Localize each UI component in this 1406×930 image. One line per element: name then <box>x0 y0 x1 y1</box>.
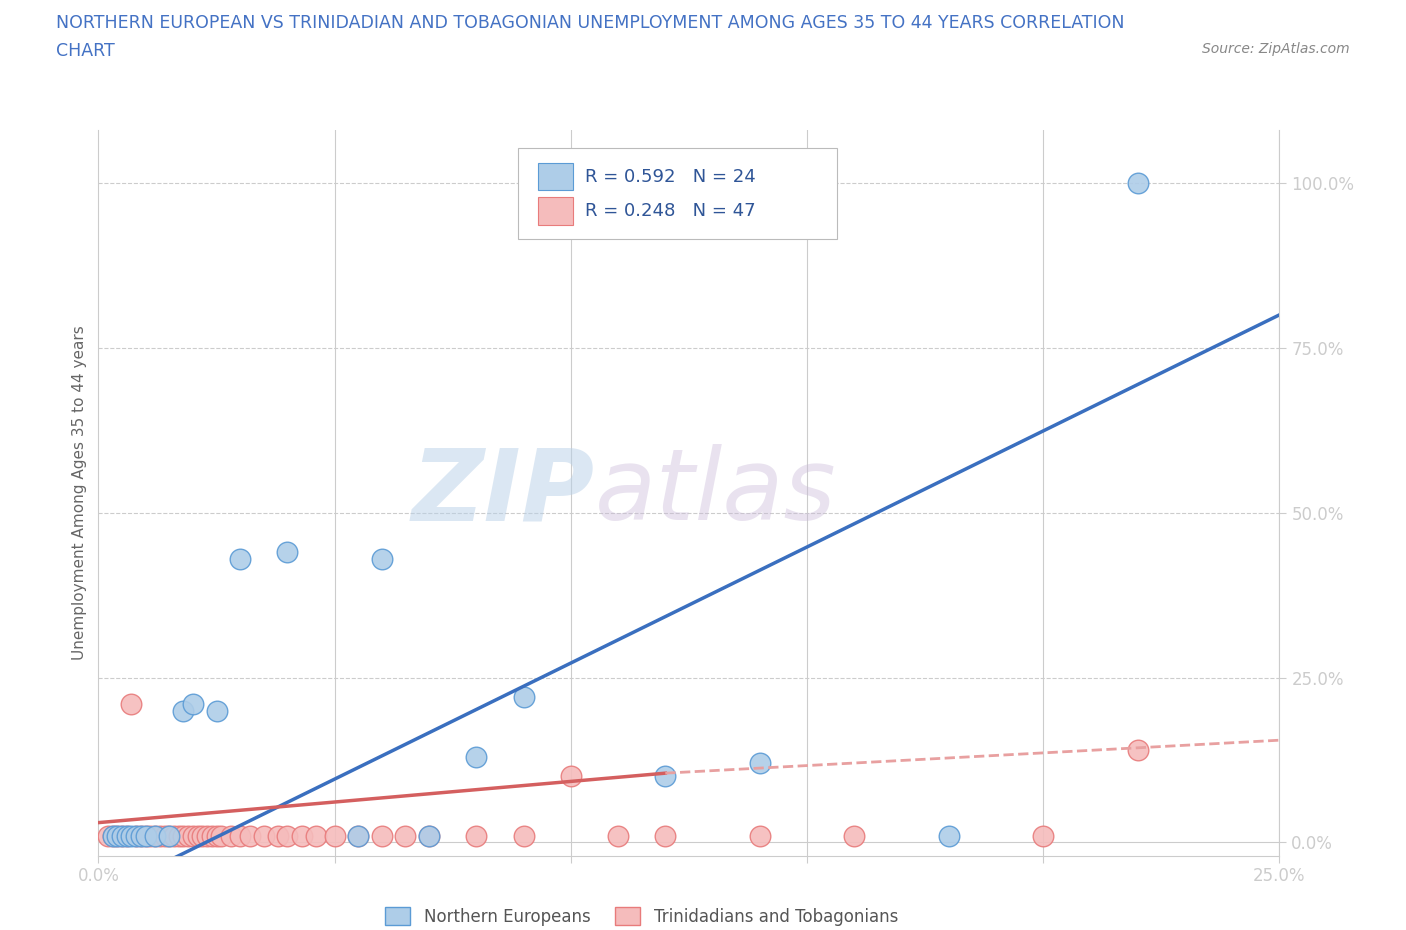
Point <box>1032 829 1054 844</box>
Point <box>139 829 162 844</box>
Point <box>276 545 298 560</box>
Point <box>844 829 866 844</box>
Point <box>347 829 370 844</box>
Point <box>163 829 186 844</box>
Point <box>253 829 276 844</box>
Text: R = 0.248   N = 47: R = 0.248 N = 47 <box>585 202 755 219</box>
Point <box>201 829 224 844</box>
Point <box>143 829 166 844</box>
Point <box>371 551 394 566</box>
Point <box>323 829 346 844</box>
Point <box>654 829 676 844</box>
Point <box>101 829 124 844</box>
Point <box>654 769 676 784</box>
Point <box>115 829 138 844</box>
Point <box>125 829 148 844</box>
Point <box>191 829 214 844</box>
Point <box>560 769 582 784</box>
Point <box>1126 743 1149 758</box>
Legend: Northern Europeans, Trinidadians and Tobagonians: Northern Europeans, Trinidadians and Tob… <box>385 908 898 925</box>
Point <box>121 829 143 844</box>
Point <box>129 829 152 844</box>
Point <box>115 829 138 844</box>
Point <box>135 829 157 844</box>
Point <box>418 829 440 844</box>
Point <box>394 829 416 844</box>
Point <box>195 829 218 844</box>
Text: CHART: CHART <box>56 42 115 60</box>
Point <box>97 829 120 844</box>
Point <box>347 829 370 844</box>
Point <box>229 551 252 566</box>
Point <box>149 829 172 844</box>
Point <box>290 829 312 844</box>
Point <box>111 829 134 844</box>
Point <box>305 829 328 844</box>
Y-axis label: Unemployment Among Ages 35 to 44 years: Unemployment Among Ages 35 to 44 years <box>72 326 87 660</box>
Point <box>101 829 124 844</box>
Point <box>157 829 180 844</box>
Point <box>205 703 228 718</box>
Point <box>167 829 190 844</box>
Text: NORTHERN EUROPEAN VS TRINIDADIAN AND TOBAGONIAN UNEMPLOYMENT AMONG AGES 35 TO 44: NORTHERN EUROPEAN VS TRINIDADIAN AND TOB… <box>56 14 1125 32</box>
Point <box>125 829 148 844</box>
Point <box>209 829 232 844</box>
Point <box>748 829 770 844</box>
Point <box>229 829 252 844</box>
Text: ZIP: ZIP <box>412 445 595 541</box>
Point <box>157 829 180 844</box>
Point <box>143 829 166 844</box>
Point <box>121 697 143 711</box>
Point <box>512 829 534 844</box>
Point <box>1126 176 1149 191</box>
Point <box>219 829 242 844</box>
Point <box>153 829 176 844</box>
Point <box>276 829 298 844</box>
Point <box>607 829 630 844</box>
Text: atlas: atlas <box>595 445 837 541</box>
Point <box>465 829 488 844</box>
Point <box>938 829 960 844</box>
Point <box>172 703 194 718</box>
Point <box>205 829 228 844</box>
Bar <box>537 163 574 191</box>
Point <box>181 829 204 844</box>
Point <box>465 750 488 764</box>
Point <box>418 829 440 844</box>
Point <box>512 690 534 705</box>
Point <box>187 829 209 844</box>
Point <box>267 829 290 844</box>
Text: R = 0.592   N = 24: R = 0.592 N = 24 <box>585 167 756 186</box>
Bar <box>537 197 574 224</box>
Point <box>172 829 194 844</box>
Point <box>135 829 157 844</box>
Point <box>105 829 128 844</box>
Point <box>105 829 128 844</box>
Text: Source: ZipAtlas.com: Source: ZipAtlas.com <box>1202 42 1350 56</box>
Point <box>748 756 770 771</box>
Point <box>129 829 152 844</box>
FancyBboxPatch shape <box>517 149 837 239</box>
Point <box>239 829 262 844</box>
Point <box>371 829 394 844</box>
Point <box>177 829 200 844</box>
Point <box>111 829 134 844</box>
Point <box>181 697 204 711</box>
